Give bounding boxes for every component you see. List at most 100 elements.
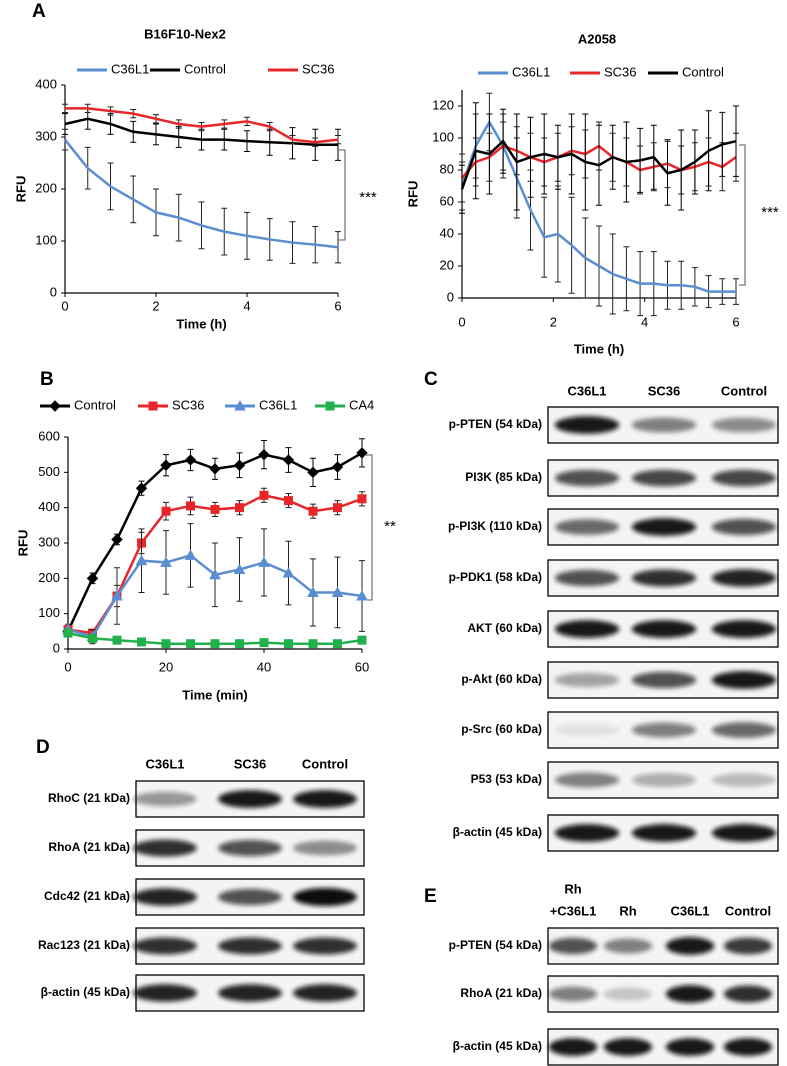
x-tick-label: 0 [458,314,465,329]
y-tick-label: 600 [38,428,60,443]
blot-row-label: RhoC (21 kDa) [48,791,130,805]
blot-band [711,469,777,487]
blot-row-label: RhoA (21 kDa) [460,986,542,1000]
legend-label: C36L1 [512,64,550,79]
blot-row-label: p-PTEN (54 kDa) [449,938,542,952]
blot-band [293,790,357,808]
blot-band [603,987,653,1001]
x-axis-label: Time (h) [176,316,226,331]
series-line [460,119,736,293]
legend-label: SC36 [302,61,335,76]
series-line [460,139,737,190]
blot-band [631,722,697,738]
marker [86,572,99,585]
legend-label: SC36 [604,64,637,79]
y-axis-label: RFU [405,181,420,208]
legend-marker [49,400,61,412]
blot-band [133,984,197,1002]
marker [331,461,344,473]
blot-band [293,937,357,955]
marker [258,448,270,461]
legend-label: Control [74,397,116,412]
legend-label: C36L1 [111,61,149,76]
annotation: ** [384,518,396,535]
lane-label: Rh [619,903,636,918]
y-tick-label: 400 [38,499,60,514]
legend-marker [148,401,158,411]
blot-band [631,773,697,787]
blot-band [631,824,697,842]
blot-band [723,937,773,955]
marker [186,501,195,511]
y-tick-label: 300 [35,128,57,143]
marker [161,506,171,516]
blot-band [631,569,697,587]
blot-row-label: AKT (60 kDa) [467,621,542,635]
lane-label: Control [721,383,767,398]
blot-band [665,937,715,955]
panel-label: A [32,1,46,22]
x-tick-label: 4 [641,314,648,329]
blot-row-label: p-Src (60 kDa) [461,722,542,736]
blot-band [293,984,357,1002]
y-tick-label: 120 [432,97,454,112]
blot-band [548,1038,598,1056]
annotation: *** [359,189,377,206]
blot-band [711,620,777,638]
marker [209,463,221,475]
blot-band [711,671,777,689]
blot-band [293,840,357,856]
y-tick-label: 100 [432,129,454,144]
blot-band [711,773,777,787]
blot-band [631,620,697,638]
marker [210,504,220,514]
chart-title: A2058 [578,31,616,46]
blot-band [711,722,777,738]
marker [357,494,367,504]
marker [161,639,171,649]
blot-row-label: p-Akt (60 kDa) [461,672,542,686]
blot-row-label: β-actin (45 kDa) [453,825,542,839]
y-tick-label: 20 [440,257,454,272]
blot-band [218,888,282,906]
x-tick-label: 60 [355,659,369,674]
y-tick-label: 60 [440,193,454,208]
y-tick-label: 300 [38,534,60,549]
marker [331,586,344,597]
x-tick-label: 20 [159,659,173,674]
marker [357,635,367,645]
marker [356,447,368,459]
legend-marker [234,399,246,411]
lane-label: Control [725,903,771,918]
marker [258,556,270,567]
lane-label: Control [302,756,348,771]
marker [233,563,246,574]
marker [233,459,246,471]
blot-band [554,772,620,788]
blot-band [218,790,282,808]
legend-label: C36L1 [259,397,297,412]
blot-band [554,469,620,487]
blot-row-label: p-PTEN (54 kDa) [449,417,542,431]
blot-row-label: RhoA (21 kDa) [48,840,130,854]
x-tick-label: 0 [64,659,71,674]
y-tick-label: 500 [38,464,60,479]
blot-row-label: Cdc42 (21 kDa) [44,889,130,903]
blot-band [218,937,282,955]
marker [235,503,244,513]
blot-band [665,985,715,1003]
x-tick-label: 2 [550,314,557,329]
marker [160,556,172,567]
blot-band [665,1038,715,1056]
marker [135,482,148,494]
blot-row-label: β-actin (45 kDa) [41,985,130,999]
lane-label: SC36 [234,756,267,771]
blot-band [554,723,620,737]
blot-band [711,824,777,842]
lane-label: +C36L1 [550,903,597,918]
x-tick-label: 6 [732,314,739,329]
marker [160,459,172,471]
series-line [64,138,339,249]
marker [284,639,293,649]
marker [308,506,318,516]
